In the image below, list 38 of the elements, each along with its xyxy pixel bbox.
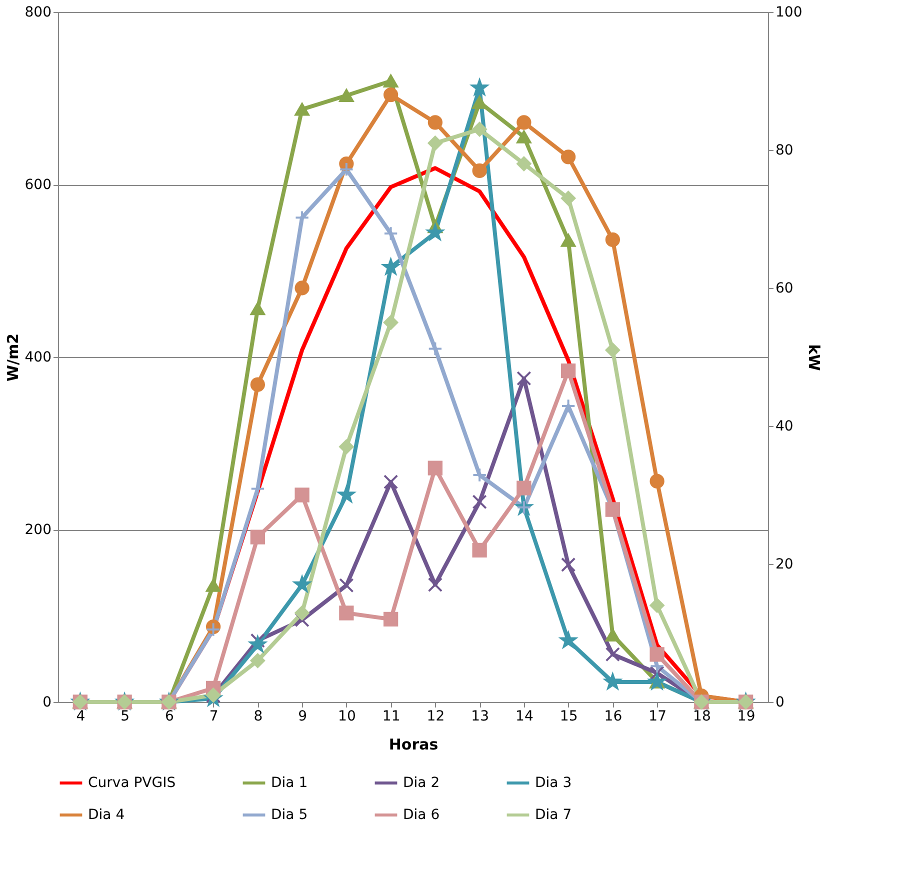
legend-label: Dia 4	[88, 807, 125, 823]
x-tick-label: 10	[338, 708, 356, 724]
x-tick-label: 12	[426, 708, 445, 724]
x-tick-label: 5	[120, 708, 130, 724]
legend-label: Curva PVGIS	[88, 775, 176, 791]
x-tick-label: 6	[164, 708, 174, 724]
x-tick-label: 15	[560, 708, 578, 724]
y2-tick-label: 60	[776, 280, 794, 296]
y2-axis-title: kW	[805, 344, 824, 372]
y-tick-label: 800	[24, 4, 52, 20]
y-tick-label: 600	[24, 177, 52, 193]
y2-tick-label: 80	[776, 142, 794, 158]
y-tick-label: 400	[24, 350, 52, 366]
y-tick-label: 0	[42, 694, 52, 710]
x-tick-label: 16	[604, 708, 622, 724]
legend-label: Dia 6	[403, 807, 440, 823]
x-axis-title: Horas	[388, 736, 438, 754]
x-tick-label: 14	[516, 708, 534, 724]
y-axis-title: W/m2	[4, 333, 22, 382]
y2-tick-label: 20	[776, 556, 794, 572]
legend-label: Dia 1	[271, 775, 308, 791]
y2-tick-label: 100	[776, 4, 802, 20]
x-tick-label: 8	[254, 708, 263, 724]
y2-tick-label: 0	[776, 694, 784, 710]
y-tick-label: 200	[24, 522, 52, 538]
x-tick-label: 9	[298, 708, 308, 724]
x-tick-label: 19	[737, 708, 756, 724]
x-tick-label: 7	[209, 708, 218, 724]
y2-tick-label: 40	[776, 418, 794, 434]
legend-label: Dia 7	[535, 807, 572, 823]
x-tick-label: 18	[693, 708, 711, 724]
legend-label: Dia 2	[403, 775, 440, 791]
legend-label: Dia 5	[271, 807, 308, 823]
x-tick-label: 4	[76, 708, 86, 724]
x-tick-label: 11	[382, 708, 400, 724]
legend-label: Dia 3	[535, 775, 572, 791]
x-tick-label: 13	[471, 708, 489, 724]
x-tick-label: 17	[648, 708, 666, 724]
